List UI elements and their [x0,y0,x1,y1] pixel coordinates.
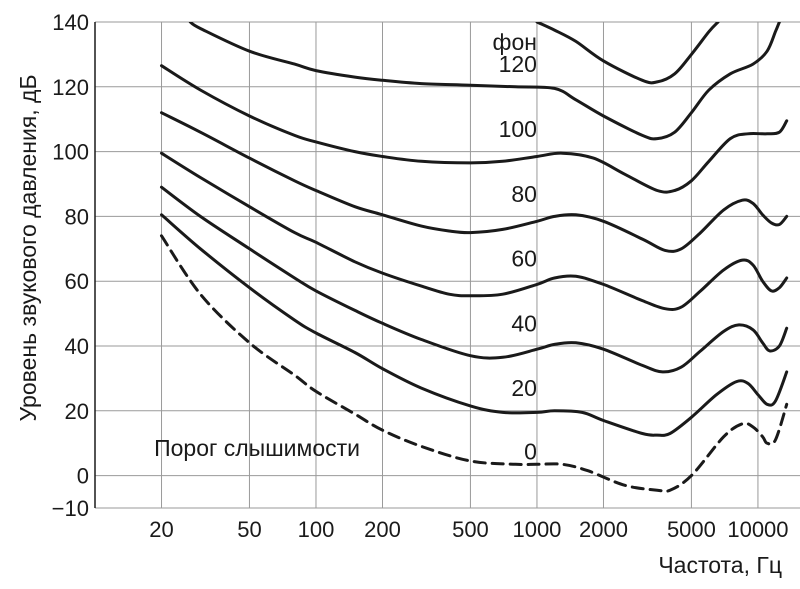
y-tick-label: 120 [52,75,89,100]
x-tick-label: 5000 [667,517,716,542]
phon-curve-40 [160,185,789,374]
x-tick-label: 50 [237,517,261,542]
phon-curve-100 [160,64,789,194]
phon-curve-80 [160,111,789,253]
y-tick-label: 80 [65,204,89,229]
phon-label: 100 [499,116,537,142]
phon-label: 80 [511,181,537,207]
grid [94,21,800,509]
phon-label: 0 [524,438,537,464]
curves [160,22,789,493]
hearing-threshold-label: Порог слышимости [154,435,360,461]
y-tick-label: 20 [65,399,89,424]
x-tick-label: 20 [149,517,173,542]
phon-unit-label: фон [493,29,537,55]
x-tick-label: 2000 [579,517,628,542]
x-axis-label: Частота, Гц [658,552,782,578]
annotations: 120 100 80 60 40 20 0 фон Порог слышимости [154,29,537,464]
x-tick-label: 500 [452,517,489,542]
phon-label: 20 [511,375,537,401]
x-tick-label: 10000 [727,517,788,542]
y-tick-label: 40 [65,334,89,359]
y-tick-label: 100 [52,140,89,165]
phon-curve-60 [160,151,789,311]
phon-curve-20 [160,213,789,437]
y-tick-label: 140 [52,10,89,35]
hearing-threshold-curve [160,234,789,493]
phon-label: 60 [511,246,537,272]
x-tick-label: 1000 [512,517,561,542]
y-tick-label: 60 [65,269,89,294]
phon-curve-120 [188,22,781,141]
phon-label: 120 [499,51,537,77]
y-tick-label: 0 [77,464,89,489]
x-tick-label: 200 [364,517,401,542]
x-tick-label: 100 [298,517,335,542]
phon-label: 40 [511,310,537,336]
phon-curve-upper [535,22,720,85]
y-axis-label: Уровень звукового давления, дБ [15,74,41,421]
y-tick-label: −10 [52,496,89,521]
